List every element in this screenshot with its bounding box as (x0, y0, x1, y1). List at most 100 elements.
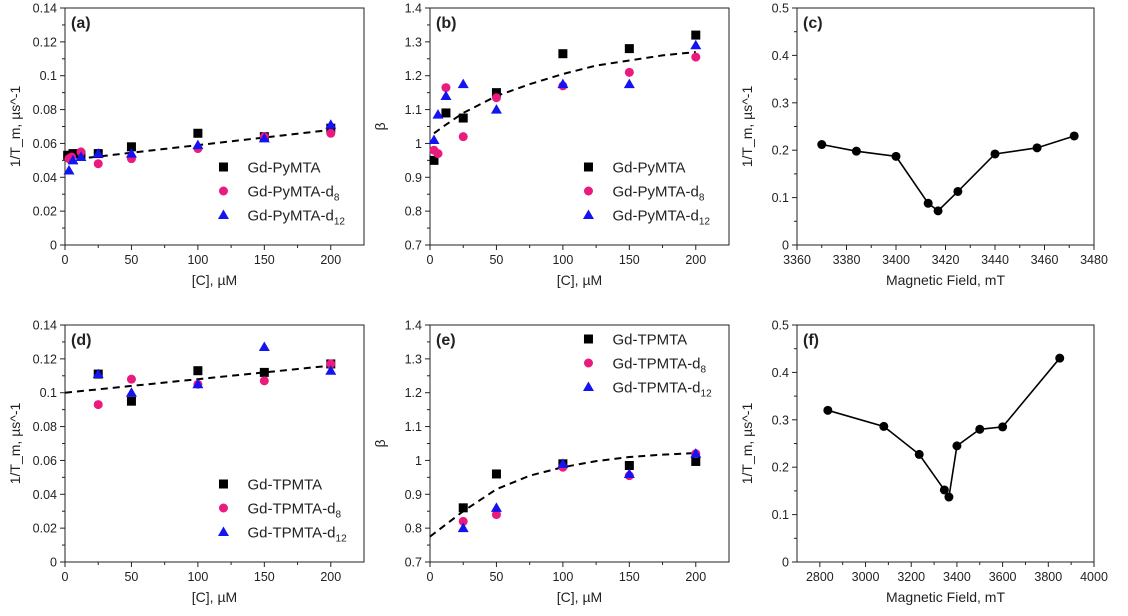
data-point (944, 492, 954, 502)
data-point (259, 367, 269, 377)
x-tick-label: 200 (320, 253, 341, 267)
x-tick-label: 0 (427, 253, 434, 267)
data-point (457, 522, 469, 533)
data-point (998, 422, 1008, 432)
x-tick-label: 3400 (882, 253, 910, 267)
y-axis-label: 1/T_m, µs^-1 (7, 86, 23, 168)
legend-marker (217, 526, 229, 536)
subscript: 8 (701, 365, 707, 376)
y-axis-label: 1/T_m, µs^-1 (7, 403, 23, 485)
x-axis-label: [C], µM (557, 589, 602, 605)
data-point (193, 366, 203, 376)
x-axis-label: Magnetic Field, mT (886, 272, 1005, 288)
data-point (990, 149, 1000, 159)
legend-marker (583, 334, 593, 344)
y-tick-label: 0.14 (33, 2, 57, 16)
x-tick-label: 200 (685, 253, 706, 267)
x-tick-label: 150 (254, 253, 275, 267)
x-tick-label: 50 (489, 570, 503, 584)
data-point (851, 146, 861, 156)
data-point (939, 485, 949, 495)
legend-label: Gd-TPMTA-d8 (247, 501, 341, 521)
data-point (491, 88, 501, 98)
x-tick-label: 3000 (852, 570, 880, 584)
data-point (491, 510, 501, 520)
subscript: 12 (699, 217, 711, 228)
y-tick-label: 0.06 (33, 137, 57, 151)
y-tick-label: 0.9 (405, 171, 422, 185)
y-tick-label: 0.4 (772, 49, 789, 63)
y-axis-label: 1/T_m, µs^-1 (739, 403, 755, 485)
legend-label: Gd-TPMTA (612, 332, 687, 349)
data-point (258, 132, 270, 143)
legend-marker (583, 186, 593, 196)
data-point (891, 151, 901, 161)
data-point (326, 359, 336, 369)
data-point (624, 44, 634, 54)
data-point (1069, 131, 1079, 141)
data-point (67, 154, 79, 165)
data-point (914, 449, 924, 459)
data-point (458, 132, 468, 142)
y-tick-label: 1.4 (405, 319, 422, 333)
x-tick-label: 3800 (1034, 570, 1062, 584)
data-point (491, 469, 501, 479)
chart-panel-f: 2800 3000 3200 3400 3600 3800 4000 0 0.1 0.2 0.3 0.… (739, 319, 1108, 606)
label-part: Gd-TPMTA-d (247, 525, 335, 542)
data-point (192, 139, 204, 150)
legend-marker (218, 186, 228, 196)
x-axis-label: [C], µM (192, 589, 237, 605)
data-point (557, 458, 569, 468)
label-part: Gd-TPMTA-d (247, 501, 335, 518)
y-tick-label: 0.12 (33, 352, 57, 366)
data-point (326, 128, 336, 138)
legend-marker (218, 479, 228, 489)
data-point (440, 90, 452, 101)
panel-label: (e) (436, 332, 456, 349)
data-point (933, 206, 943, 216)
y-tick-label: 1.4 (405, 2, 422, 16)
y-tick-label: 0.08 (33, 420, 57, 434)
x-tick-label: 3460 (1031, 253, 1059, 267)
y-tick-label: 0.8 (405, 522, 422, 536)
data-point (490, 502, 502, 512)
y-tick-label: 0.4 (772, 366, 789, 380)
legend-label: Gd-PyMTA-d8 (247, 184, 339, 204)
legend-label: Gd-TPMTA-d8 (612, 356, 706, 376)
x-tick-label: 100 (552, 253, 573, 267)
legend-label: Gd-TPMTA-d12 (247, 525, 347, 545)
x-tick-label: 0 (62, 570, 69, 584)
legend-label: Gd-PyMTA-d12 (612, 208, 710, 228)
x-axis-label: [C], µM (192, 272, 237, 288)
y-tick-label: 0.8 (405, 205, 422, 219)
y-tick-label: 0.2 (772, 461, 789, 475)
legend-marker (583, 162, 593, 172)
x-tick-label: 50 (489, 253, 503, 267)
data-point (953, 186, 963, 196)
legend-marker (582, 381, 594, 391)
legend-label: Gd-PyMTA-d8 (612, 184, 704, 204)
y-tick-label: 0.1 (40, 386, 57, 400)
legend-label: Gd-PyMTA-d12 (247, 208, 345, 228)
legend-marker (217, 209, 229, 219)
y-tick-label: 0.14 (33, 319, 57, 333)
y-tick-label: 1 (415, 137, 422, 151)
data-point (558, 49, 568, 59)
panel-label: (b) (436, 15, 456, 32)
subscript: 8 (334, 193, 340, 204)
data-point (193, 128, 203, 138)
y-tick-label: 0.04 (33, 171, 57, 185)
data-point (125, 148, 137, 158)
data-point (126, 142, 136, 152)
panel-label: (c) (803, 15, 823, 32)
subscript: 8 (699, 193, 705, 204)
y-tick-label: 0.3 (772, 413, 789, 427)
panel-label: (a) (71, 15, 91, 32)
y-tick-label: 0.1 (772, 191, 789, 205)
y-tick-label: 0.9 (405, 488, 422, 502)
data-point (458, 113, 468, 123)
chart-panel-a: 0 50 100 150 200 0 0.02 0.04 0.06 0.08 0.1 0.12 0.14… (7, 2, 365, 288)
x-tick-label: 100 (187, 253, 208, 267)
data-point (923, 198, 933, 208)
